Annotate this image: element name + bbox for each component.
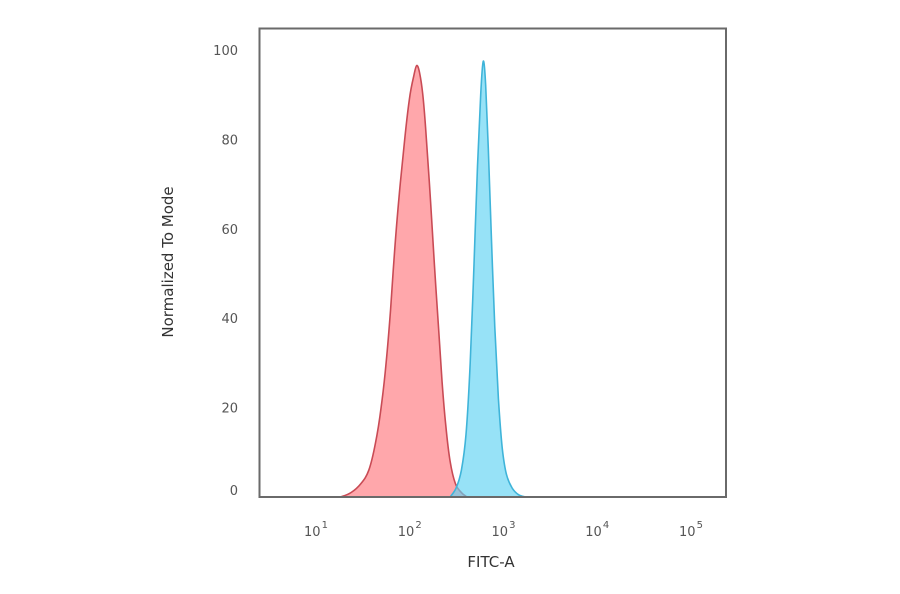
x-tick-label: 103: [492, 520, 516, 540]
x-tick-label: 102: [398, 520, 422, 540]
y-tick-label: 100: [213, 44, 238, 59]
x-axis-ticks: 101 102 103 104 105: [304, 520, 703, 540]
plot-frame: [258, 27, 727, 498]
y-axis-ticks: 0 20 40 60 80 100: [213, 44, 238, 499]
x-tick-label: 105: [679, 520, 703, 540]
x-tick-label: 104: [585, 520, 609, 540]
plot-area: [340, 60, 526, 498]
x-tick-label: 101: [304, 520, 328, 540]
y-axis-title: Normalized To Mode: [159, 186, 177, 337]
histogram-control-outline: [340, 64, 468, 498]
y-tick-label: 60: [221, 223, 238, 238]
y-tick-label: 0: [230, 484, 238, 499]
histogram-stained-outline: [449, 60, 526, 498]
x-axis-title: FITC-A: [467, 553, 515, 571]
y-tick-label: 80: [221, 133, 238, 148]
y-tick-label: 40: [221, 312, 238, 327]
y-tick-label: 20: [221, 402, 238, 417]
histogram-control-area: [340, 65, 468, 497]
